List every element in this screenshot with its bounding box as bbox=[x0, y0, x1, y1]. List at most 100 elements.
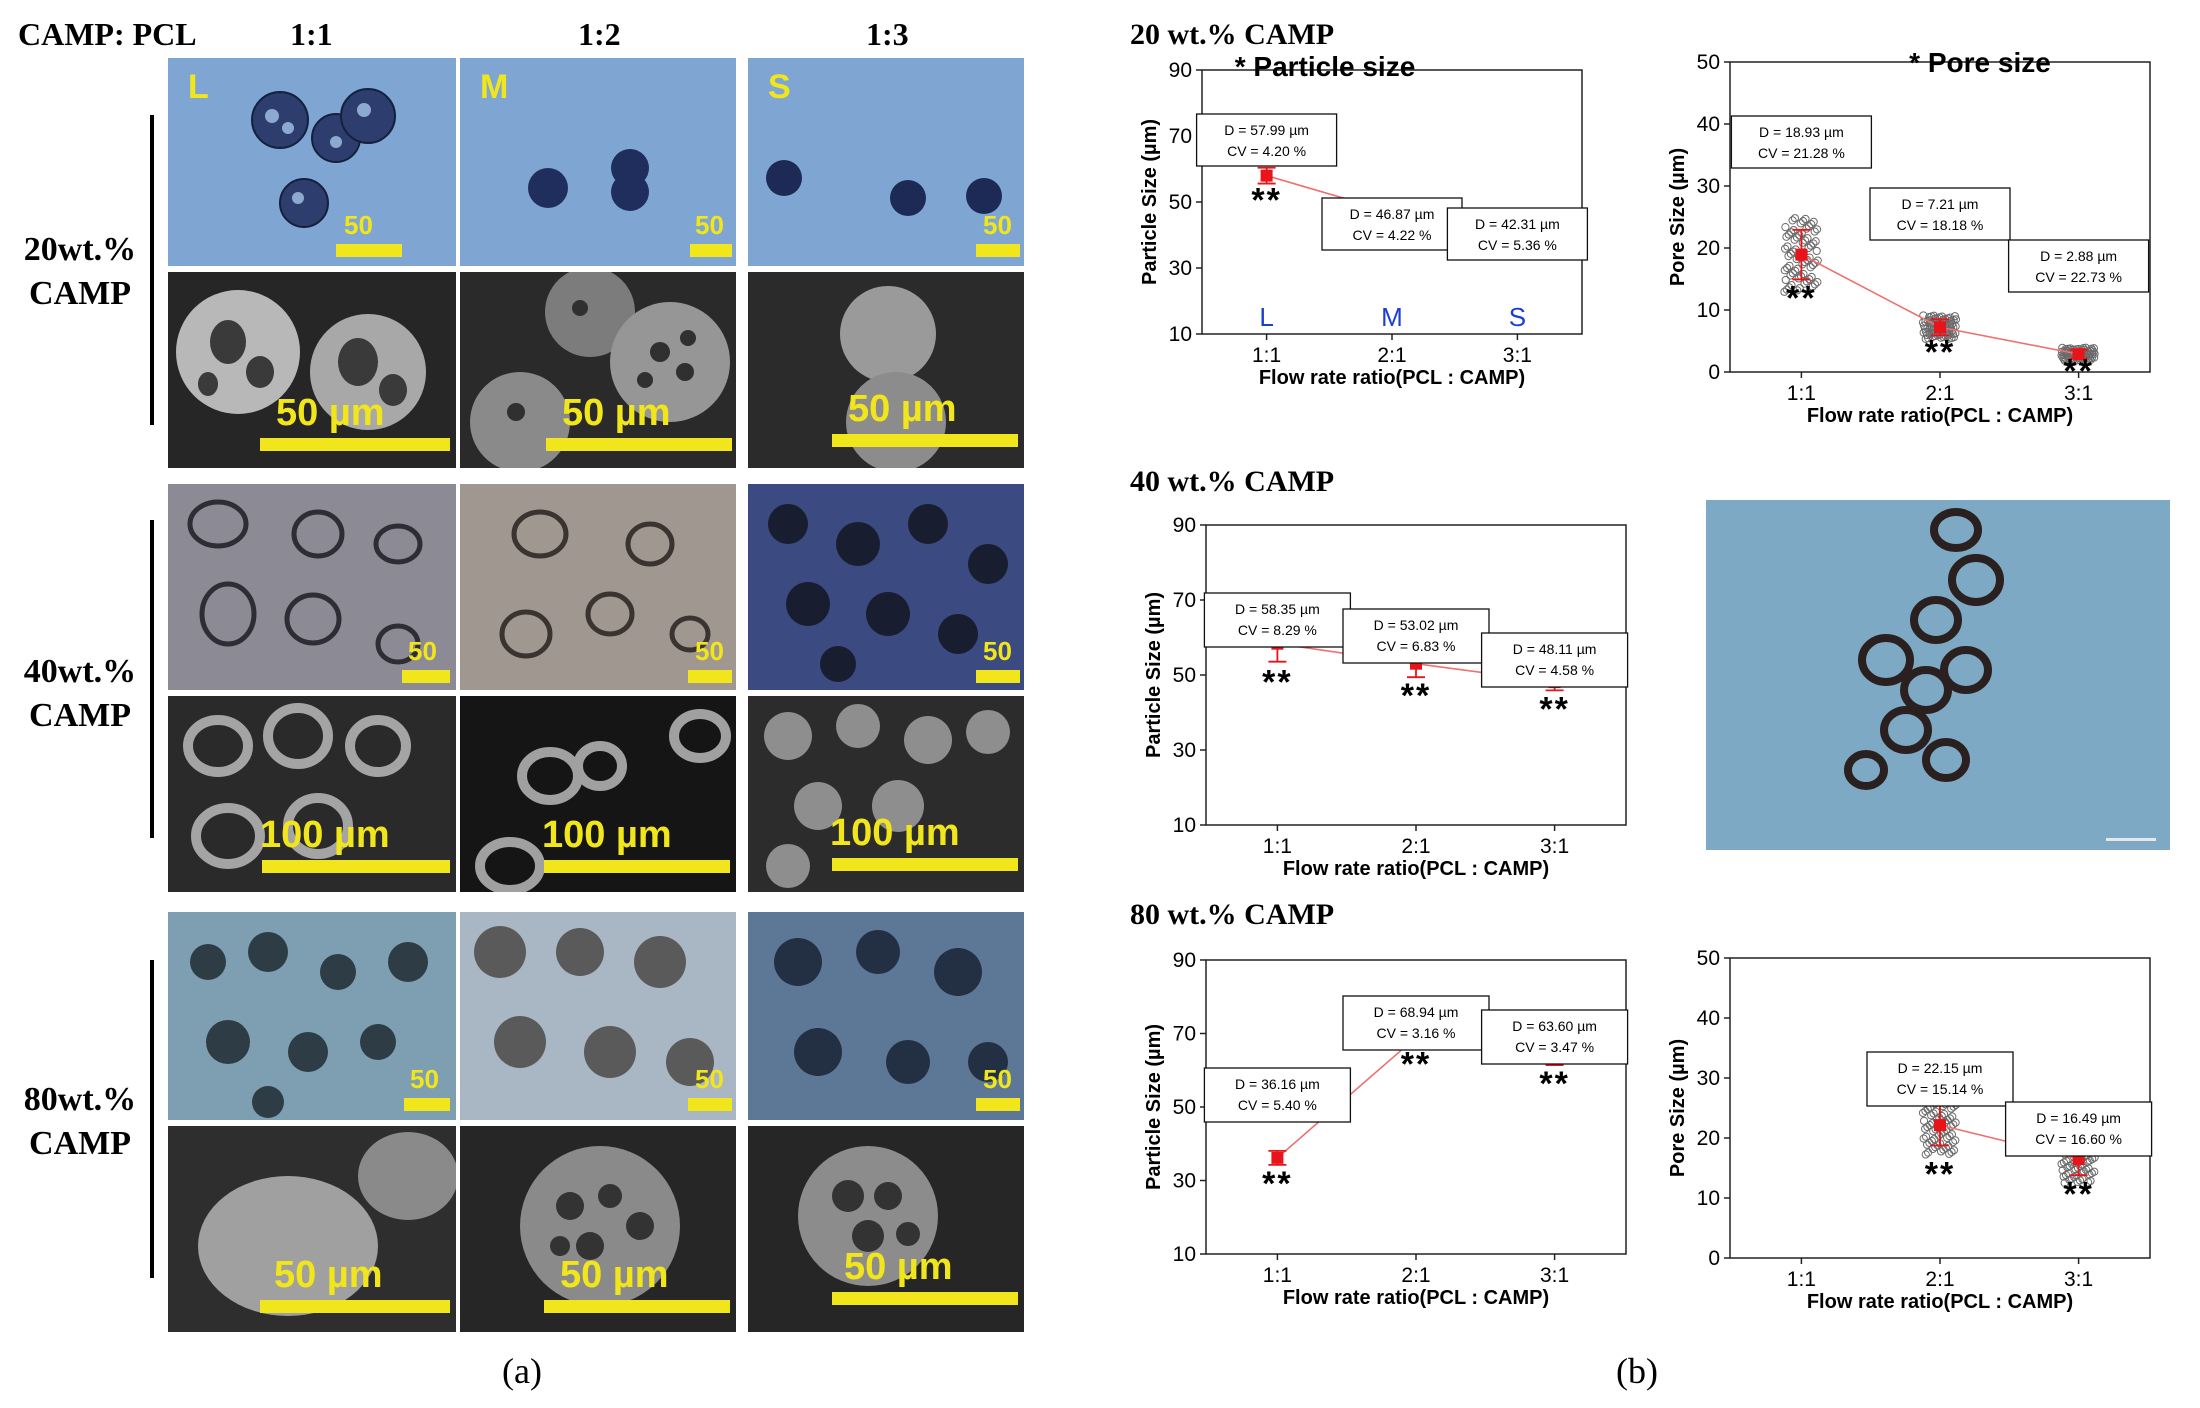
pore-point bbox=[2062, 1156, 2071, 1166]
sem-scale-text: 50 µm bbox=[562, 392, 671, 434]
annotation-box bbox=[1195, 113, 1338, 167]
x-axis-label: Flow rate ratio(PCL : CAMP) bbox=[1259, 367, 1525, 389]
y-tick-label: 40 bbox=[1697, 1007, 1720, 1030]
significance-stars: ** bbox=[1262, 664, 1292, 702]
scale-bar bbox=[832, 1292, 1018, 1305]
pore-point bbox=[1948, 319, 1957, 329]
micrograph-sem-20wt-1to1: 50 µm bbox=[168, 272, 456, 468]
pore-point bbox=[1921, 1150, 1930, 1159]
section-title-20wt: 20 wt.% CAMP bbox=[1130, 18, 1335, 51]
pore-point bbox=[1790, 235, 1799, 244]
x-tick-label: 2:1 bbox=[1925, 382, 1954, 405]
scale-bar bbox=[404, 1098, 450, 1111]
pore-point bbox=[1782, 232, 1791, 241]
pore-point bbox=[1806, 241, 1816, 250]
annotation-box bbox=[1203, 592, 1352, 648]
pore-point bbox=[1780, 287, 1789, 296]
annotation-mean: D = 57.99 µm bbox=[1224, 122, 1309, 138]
annotation-box bbox=[1446, 207, 1589, 261]
micrograph-optical-20wt-1to2: M 50 bbox=[460, 58, 736, 266]
sem-scale-text: 50 µm bbox=[560, 1254, 669, 1296]
pore-point bbox=[1796, 219, 1805, 228]
optical-scale-number: 50 bbox=[344, 210, 373, 240]
row-label-20wt: 20wt.% CAMP bbox=[23, 231, 137, 312]
pore-point bbox=[1808, 282, 1817, 291]
micrograph-sem-80wt-1to2: 50 µm bbox=[460, 1126, 736, 1332]
pore-point bbox=[1930, 1135, 1939, 1144]
pore-point bbox=[2057, 1159, 2066, 1169]
annotation-box bbox=[1342, 608, 1490, 664]
pore-point bbox=[1780, 244, 1790, 253]
y-tick-label: 90 bbox=[1169, 59, 1192, 82]
pore-point bbox=[1811, 237, 1820, 246]
y-tick-label: 50 bbox=[1697, 51, 1720, 74]
annotation-box bbox=[1321, 197, 1463, 251]
sem-scale-text: 100 µm bbox=[830, 812, 960, 854]
y-tick-label: 30 bbox=[1697, 175, 1720, 198]
x-axis-label: Flow rate ratio(PCL : CAMP) bbox=[1283, 858, 1549, 880]
annotation-mean: D = 42.31 µm bbox=[1475, 216, 1560, 232]
mean-marker bbox=[1271, 1151, 1284, 1164]
sem-scale-text: 50 µm bbox=[276, 392, 385, 434]
header-col-1: 1:1 bbox=[290, 16, 333, 52]
sem-scale-text: 50 µm bbox=[848, 388, 957, 430]
pore-point bbox=[1947, 1130, 1956, 1139]
x-tick-label: 1:1 bbox=[1787, 382, 1816, 405]
micrograph-sem-40wt-1to3: 100 µm bbox=[748, 696, 1024, 892]
significance-stars: ** bbox=[1539, 1065, 1569, 1103]
y-tick-label: 0 bbox=[1708, 1247, 1720, 1270]
chart-title: * Pore size bbox=[1909, 47, 2051, 78]
annotation-box bbox=[1869, 187, 2011, 241]
pore-point bbox=[1924, 334, 1933, 343]
significance-stars: ** bbox=[1401, 1045, 1431, 1083]
y-axis-label: Pore Size (µm) bbox=[1667, 1039, 1689, 1177]
y-axis-label: Pore Size (µm) bbox=[1667, 148, 1689, 286]
y-tick-label: 30 bbox=[1169, 257, 1192, 280]
pore-point bbox=[1787, 281, 1796, 290]
scale-bar bbox=[260, 438, 450, 451]
pore-point bbox=[1807, 272, 1816, 282]
x-axis-label: Flow rate ratio(PCL : CAMP) bbox=[1283, 1287, 1549, 1309]
chart-title: * Particle size bbox=[1235, 51, 1416, 82]
pore-point bbox=[1783, 242, 1792, 251]
optical-scale-number: 50 bbox=[983, 1064, 1012, 1094]
optical-scale-number: 50 bbox=[695, 1064, 724, 1094]
panel-b-caption: (b) bbox=[1616, 1351, 1658, 1391]
annotation-cv: CV = 21.28 % bbox=[1758, 145, 1845, 161]
scale-bar bbox=[688, 670, 732, 683]
mean-marker bbox=[1934, 321, 1946, 334]
x-tick-label: 3:1 bbox=[1540, 835, 1569, 858]
row-bracket-20wt bbox=[150, 115, 154, 425]
optical-scale-number: 50 bbox=[695, 636, 724, 666]
y-tick-label: 10 bbox=[1697, 1187, 1720, 1210]
sem-scale-text: 100 µm bbox=[260, 814, 390, 856]
pore-point bbox=[2086, 355, 2095, 365]
mean-marker bbox=[1934, 1119, 1946, 1132]
annotation-box bbox=[2004, 1101, 2153, 1157]
y-tick-label: 90 bbox=[1173, 949, 1196, 972]
pore-point bbox=[1811, 258, 1820, 267]
annotation-box bbox=[1480, 1009, 1629, 1065]
pore-point bbox=[1809, 217, 1818, 226]
annotation-cv: CV = 4.20 % bbox=[1227, 143, 1306, 159]
size-tag-m: M bbox=[480, 68, 509, 106]
pore-point bbox=[1924, 1148, 1933, 1157]
scale-bar bbox=[336, 244, 402, 257]
scale-bar bbox=[260, 1300, 450, 1313]
pore-point bbox=[1786, 271, 1795, 280]
pore-point bbox=[1949, 1146, 1959, 1155]
sem-scale-text: 50 µm bbox=[844, 1246, 953, 1288]
x-tick-label: 1:1 bbox=[1787, 1268, 1816, 1291]
mean-marker bbox=[1795, 248, 1808, 261]
annotation-cv: CV = 22.73 % bbox=[2035, 269, 2122, 285]
annotation-mean: D = 7.21 µm bbox=[1902, 196, 1979, 212]
sem-scale-text: 100 µm bbox=[542, 814, 672, 856]
pore-point bbox=[1786, 249, 1795, 258]
micrograph-optical-40wt-1to3: 50 bbox=[748, 484, 1024, 690]
optical-scale-number: 50 bbox=[408, 636, 437, 666]
pore-point bbox=[1785, 283, 1794, 292]
annotation-mean: D = 48.11 µm bbox=[1513, 641, 1597, 657]
pore-point bbox=[2058, 1166, 2067, 1175]
pore-point bbox=[1801, 214, 1810, 224]
